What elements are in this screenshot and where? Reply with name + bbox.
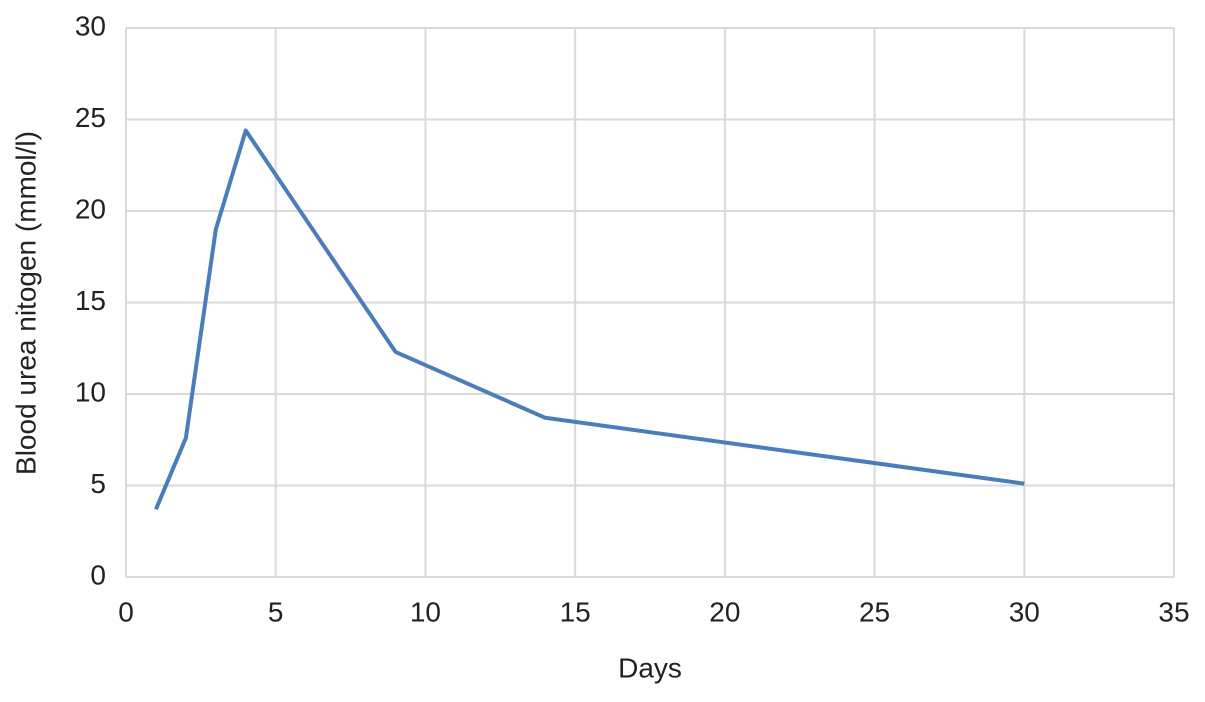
x-tick-label: 25 — [859, 596, 890, 627]
x-axis-label: Days — [618, 652, 682, 683]
x-tick-label: 20 — [709, 596, 740, 627]
y-tick-label: 10 — [75, 376, 106, 407]
y-tick-label: 15 — [75, 285, 106, 316]
y-tick-label: 25 — [75, 102, 106, 133]
y-axis-label: Blood urea nitogen (mmol/l) — [10, 131, 41, 475]
x-tick-label: 15 — [560, 596, 591, 627]
x-tick-label: 30 — [1009, 596, 1040, 627]
line — [154, 128, 1025, 511]
y-tick-label: 5 — [90, 468, 106, 499]
y-tick-label: 20 — [75, 193, 106, 224]
x-tick-label: 0 — [118, 596, 134, 627]
x-tick-label: 10 — [410, 596, 441, 627]
x-tick-label: 35 — [1158, 596, 1189, 627]
x-tick-label: 5 — [268, 596, 284, 627]
y-tick-label: 30 — [75, 10, 106, 41]
y-tick-label: 0 — [90, 559, 106, 590]
